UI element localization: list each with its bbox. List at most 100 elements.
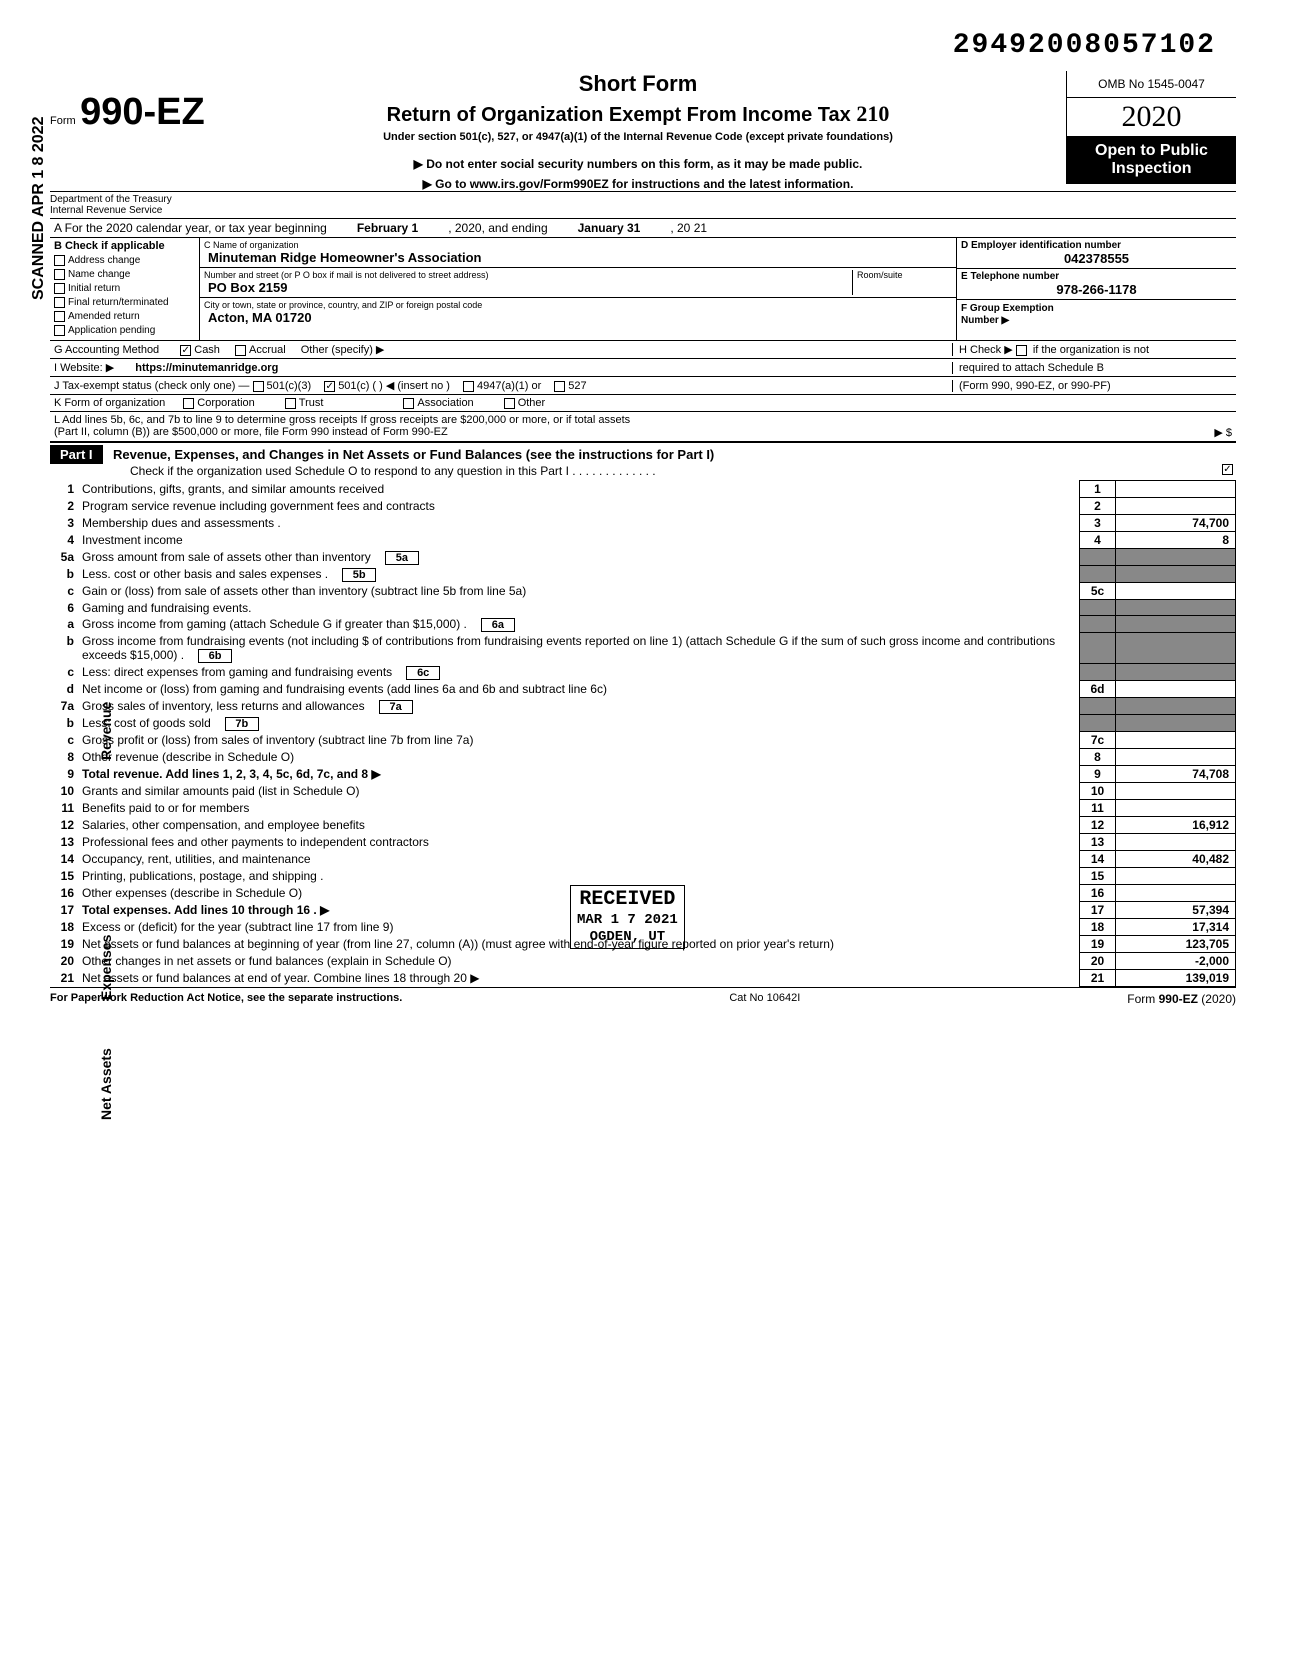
i-label: I Website: ▶	[54, 362, 114, 374]
city-label: City or town, state or province, country…	[204, 300, 952, 310]
line-7a: 7aGross sales of inventory, less returns…	[50, 698, 1236, 715]
form-title-box: Short Form Return of Organization Exempt…	[210, 71, 1066, 191]
netassets-section-label: Net Assets	[98, 1048, 114, 1120]
omb-number: OMB No 1545-0047	[1067, 71, 1236, 98]
chk-name-change[interactable]: Name change	[54, 268, 195, 282]
section-de: D Employer identification number 0423785…	[956, 238, 1236, 340]
opt-527: 527	[568, 380, 586, 392]
chk-h[interactable]	[1016, 345, 1027, 356]
line-13: 13Professional fees and other payments t…	[50, 834, 1236, 851]
e-phone-label: E Telephone number	[961, 271, 1232, 282]
stamp-date: MAR 1 7 2021	[577, 912, 678, 929]
line-2: 2Program service revenue including gover…	[50, 498, 1236, 515]
row-a-end-year: , 20 21	[670, 221, 707, 235]
d-ein-label: D Employer identification number	[961, 240, 1232, 251]
section-b: B Check if applicable Address change Nam…	[50, 238, 200, 340]
l-line1: L Add lines 5b, 6c, and 7b to line 9 to …	[54, 414, 1232, 426]
line-14: 14Occupancy, rent, utilities, and mainte…	[50, 851, 1236, 868]
h-text4: (Form 990, 990-EZ, or 990-PF)	[959, 380, 1111, 392]
row-g-accounting: G Accounting Method Cash Accrual Other (…	[50, 341, 1236, 359]
line-6: 6Gaming and fundraising events.	[50, 600, 1236, 616]
dept-line1: Department of the Treasury	[50, 194, 210, 205]
part1-check-line: Check if the organization used Schedule …	[130, 464, 1222, 478]
chk-other-org[interactable]	[504, 398, 515, 409]
open-to-public: Open to Public Inspection	[1067, 136, 1236, 184]
line-3: 3Membership dues and assessments .374,70…	[50, 515, 1236, 532]
row-a-begin: February 1	[357, 221, 418, 235]
row-a-end-month: January 31	[578, 221, 641, 235]
return-title: Return of Organization Exempt From Incom…	[220, 101, 1056, 127]
footer-mid: Cat No 10642I	[729, 992, 800, 1006]
j-label: J Tax-exempt status (check only one) —	[54, 380, 249, 392]
f-group-label: F Group Exemption	[961, 303, 1054, 314]
room-suite-label: Room/suite	[852, 270, 952, 295]
line-15: 15Printing, publications, postage, and s…	[50, 868, 1236, 885]
header-right-box: OMB No 1545-0047 2020 Open to Public Ins…	[1066, 71, 1236, 184]
j-insert: ) ◀ (insert no )	[379, 380, 450, 392]
row-a-label: A For the 2020 calendar year, or tax yea…	[54, 221, 327, 235]
section-b-header: B Check if applicable	[54, 240, 195, 252]
opt-501c3: 501(c)(3)	[267, 380, 312, 392]
section-c: C Name of organization Minuteman Ridge H…	[200, 238, 956, 340]
chk-4947[interactable]	[463, 381, 474, 392]
top-document-number: 29492008057102	[50, 30, 1236, 61]
chk-assoc[interactable]	[403, 398, 414, 409]
short-form-label: Short Form	[220, 71, 1056, 97]
stamp-received: RECEIVED	[577, 888, 678, 912]
phone-value: 978-266-1178	[961, 282, 1232, 297]
row-k-form-org: K Form of organization Corporation Trust…	[50, 395, 1236, 412]
org-city: Acton, MA 01720	[204, 310, 952, 325]
chk-application-pending[interactable]: Application pending	[54, 324, 195, 338]
g-label: G Accounting Method	[54, 344, 159, 356]
line-1: 1Contributions, gifts, grants, and simil…	[50, 481, 1236, 498]
part1-header-row: Part I Revenue, Expenses, and Changes in…	[50, 442, 1236, 480]
k-label: K Form of organization	[54, 397, 165, 409]
org-name: Minuteman Ridge Homeowner's Association	[204, 250, 952, 265]
chk-address-change[interactable]: Address change	[54, 254, 195, 268]
info-grid: B Check if applicable Address change Nam…	[50, 238, 1236, 341]
under-section-text: Under section 501(c), 527, or 4947(a)(1)…	[220, 131, 1056, 143]
ein-value: 042378555	[961, 251, 1232, 266]
other-specify: Other (specify) ▶	[301, 344, 385, 356]
opt-corp: Corporation	[197, 397, 254, 409]
part1-title: Revenue, Expenses, and Changes in Net As…	[113, 447, 714, 462]
l-line2: (Part II, column (B)) are $500,000 or mo…	[54, 426, 1214, 439]
tax-year: 2020	[1067, 98, 1236, 136]
handwritten-year: 210	[856, 101, 889, 126]
f-group-label2: Number ▶	[961, 315, 1009, 326]
form-number: 990-EZ	[80, 91, 205, 133]
scanned-stamp: SCANNED APR 1 8 2022	[30, 117, 48, 300]
row-i-website: I Website: ▶ https://minutemanridge.org …	[50, 359, 1236, 377]
h-text2: if the organization is not	[1033, 344, 1149, 356]
chk-part1-scho[interactable]	[1222, 464, 1233, 475]
line-9: 9Total revenue. Add lines 1, 2, 3, 4, 5c…	[50, 766, 1236, 783]
row-j-tax-exempt: J Tax-exempt status (check only one) — 5…	[50, 377, 1236, 395]
stamp-ogden: OGDEN, UT	[577, 929, 678, 946]
accrual-label: Accrual	[249, 344, 286, 356]
form-number-box: Form 990-EZ	[50, 71, 210, 134]
chk-501c[interactable]	[324, 381, 335, 392]
chk-501c3[interactable]	[253, 381, 264, 392]
chk-trust[interactable]	[285, 398, 296, 409]
revenue-section-label: Revenue	[98, 702, 114, 760]
chk-final-return[interactable]: Final return/terminated	[54, 296, 195, 310]
chk-cash[interactable]	[180, 345, 191, 356]
line-6c: cLess: direct expenses from gaming and f…	[50, 664, 1236, 681]
opt-other-org: Other	[518, 397, 546, 409]
opt-trust: Trust	[299, 397, 324, 409]
chk-initial-return[interactable]: Initial return	[54, 282, 195, 296]
footer-row: For Paperwork Reduction Act Notice, see …	[50, 987, 1236, 1006]
chk-accrual[interactable]	[235, 345, 246, 356]
part1-label: Part I	[50, 445, 103, 464]
website-url: https://minutemanridge.org	[135, 362, 278, 374]
ssn-note: ▶ Do not enter social security numbers o…	[220, 157, 1056, 171]
goto-note: ▶ Go to www.irs.gov/Form990EZ for instru…	[220, 177, 1056, 191]
row-a-mid: , 2020, and ending	[448, 221, 547, 235]
line-21: 21Net assets or fund balances at end of …	[50, 970, 1236, 987]
chk-corp[interactable]	[183, 398, 194, 409]
chk-527[interactable]	[554, 381, 565, 392]
chk-amended-return[interactable]: Amended return	[54, 310, 195, 324]
footer-right: Form 990-EZ (2020)	[1127, 992, 1236, 1006]
street-label: Number and street (or P O box if mail is…	[204, 270, 852, 280]
line-7b: bLess: cost of goods sold 7b	[50, 715, 1236, 732]
